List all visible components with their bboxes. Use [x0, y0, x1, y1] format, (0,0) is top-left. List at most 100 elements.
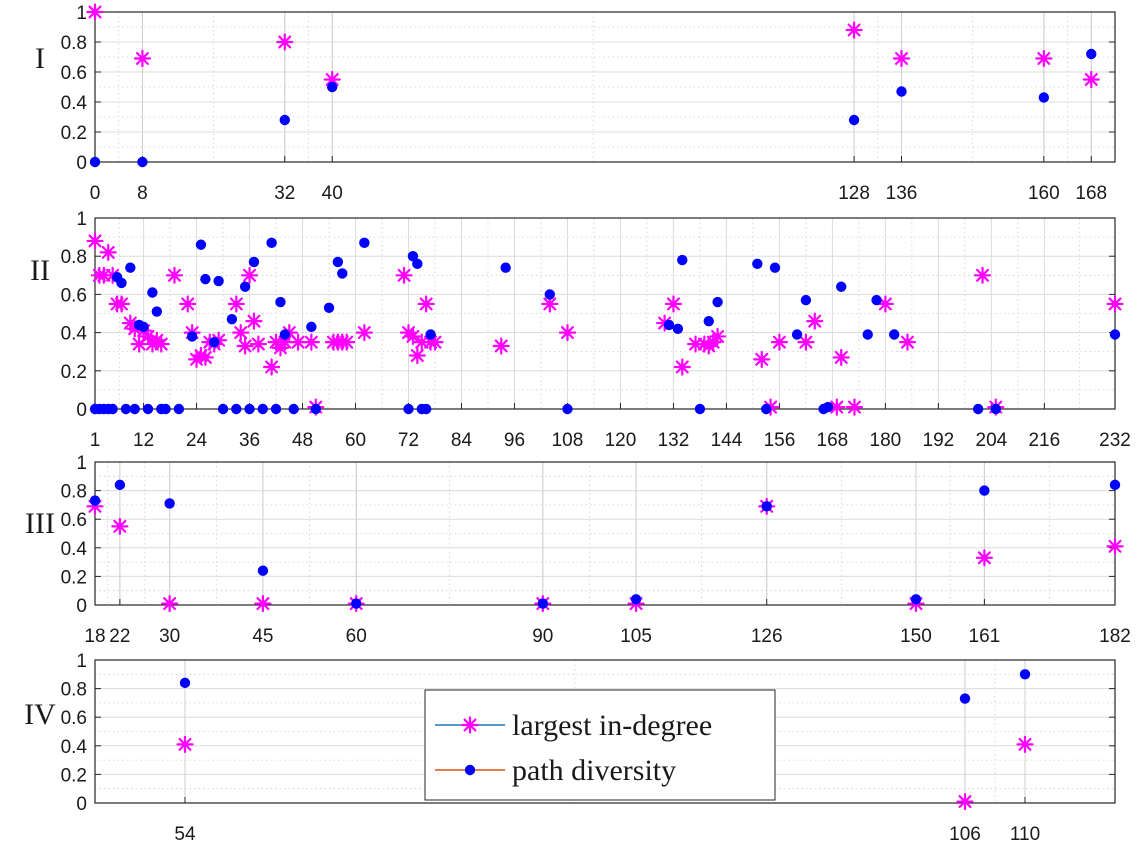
x-tick-label: 1 [90, 430, 101, 451]
x-tick-label: 126 [751, 626, 783, 647]
data-point-asterisk [956, 792, 974, 811]
data-point-asterisk [404, 327, 422, 346]
data-point-asterisk [254, 594, 272, 613]
y-tick-label: 0.8 [61, 33, 87, 54]
data-point-dot [142, 403, 154, 415]
data-point-asterisk [408, 346, 426, 365]
data-point-dot [769, 262, 781, 273]
data-point-dot [889, 329, 900, 340]
data-point-asterisk [892, 49, 911, 68]
x-tick-label: 168 [817, 430, 849, 451]
legend-label: largest in-degree [512, 709, 712, 742]
x-tick-label: 106 [949, 824, 981, 845]
chart-panel-i: 0 0.2 0.4 0.6 0.8 1 0 8 32 40 128 136 160 168 I [35, 3, 1116, 204]
data-point-dot [959, 693, 971, 704]
x-tick-label: 110 [1010, 824, 1040, 845]
chart-panel-ii: 0 0.2 0.4 0.6 0.8 1 1 12 24 36 48 60 72 84 96 108 120 132… [30, 209, 1131, 451]
data-point-asterisk [276, 33, 294, 51]
data-point-dot [116, 277, 127, 289]
data-point-asterisk [845, 21, 863, 39]
x-tick-label: 54 [174, 824, 196, 845]
x-tick-label: 84 [451, 430, 473, 451]
data-point-dot [213, 275, 224, 287]
data-point-asterisk [973, 266, 992, 284]
axes-frame [94, 11, 1116, 163]
data-point-asterisk [828, 398, 846, 416]
x-tick-label: 168 [1075, 183, 1107, 204]
data-point-asterisk [263, 358, 281, 376]
series-path-diversity [179, 669, 1031, 704]
data-point-dot [332, 256, 344, 268]
data-point-asterisk [176, 735, 194, 753]
data-point-asterisk [845, 398, 864, 416]
data-point-dot [836, 281, 847, 292]
data-point-asterisk [395, 266, 413, 284]
x-tick-label: 36 [239, 430, 260, 451]
data-point-dot [226, 314, 238, 325]
data-point-dot [630, 594, 642, 605]
data-point-asterisk [232, 324, 250, 342]
data-point-asterisk [86, 232, 104, 250]
data-point-asterisk [832, 348, 850, 367]
x-tick-label: 60 [345, 430, 366, 451]
data-point-asterisk [139, 327, 157, 346]
series-path-diversity [89, 48, 1097, 168]
data-point-dot [760, 403, 772, 415]
x-tick-label: 12 [133, 430, 154, 451]
data-point-dot [279, 114, 290, 126]
data-point-dot [217, 403, 229, 415]
data-point-asterisk [1035, 49, 1053, 68]
panel-label: II [30, 254, 50, 287]
data-point-dot [160, 403, 171, 415]
y-tick-label: 0 [76, 596, 87, 617]
x-tick-label: 24 [186, 430, 208, 451]
data-point-dot [89, 495, 101, 506]
x-tick-label: 192 [923, 430, 955, 451]
x-tick-label: 18 [84, 626, 105, 647]
data-point-asterisk [673, 358, 691, 376]
panel-label: IV [24, 698, 56, 731]
data-point-asterisk [664, 295, 683, 313]
y-tick-label: 0 [76, 400, 87, 421]
x-tick-label: 180 [870, 430, 902, 451]
data-point-asterisk [695, 335, 713, 353]
x-tick-label: 8 [137, 183, 148, 204]
data-point-dot [310, 403, 321, 415]
legend-marker-asterisk [461, 716, 479, 734]
data-point-dot [712, 296, 723, 308]
x-tick-label: 22 [109, 626, 130, 647]
data-point-dot [257, 403, 268, 415]
data-point-dot [694, 403, 706, 415]
data-point-dot [120, 403, 132, 415]
y-tick-label: 0.4 [61, 539, 88, 560]
data-point-dot [1109, 329, 1121, 340]
data-point-dot [257, 565, 269, 576]
y-tick-label: 0.6 [61, 708, 87, 729]
data-point-asterisk [323, 70, 341, 89]
x-tick-label: 136 [886, 183, 918, 204]
data-point-dot [107, 403, 118, 415]
x-tick-label: 90 [532, 626, 553, 647]
data-point-asterisk [426, 333, 444, 351]
data-point-asterisk [417, 295, 435, 313]
data-point-dot [871, 294, 882, 306]
data-point-asterisk [192, 346, 210, 365]
y-tick-label: 1 [76, 3, 87, 24]
x-tick-label: 32 [274, 183, 295, 204]
data-point-asterisk [179, 295, 197, 313]
data-point-dot [800, 294, 812, 306]
data-point-asterisk [289, 333, 307, 351]
data-point-asterisk [130, 335, 148, 353]
data-point-asterisk [302, 333, 320, 351]
x-tick-label: 120 [605, 430, 637, 451]
data-point-dot [323, 302, 335, 313]
data-point-dot [562, 403, 573, 415]
data-point-dot [403, 403, 414, 415]
data-point-dot [239, 281, 251, 292]
data-point-asterisk [161, 594, 179, 613]
x-tick-label: 182 [1099, 626, 1131, 647]
data-point-asterisk [86, 3, 104, 21]
data-point-asterisk [111, 517, 129, 535]
series-largest-in-degree [176, 735, 1034, 811]
